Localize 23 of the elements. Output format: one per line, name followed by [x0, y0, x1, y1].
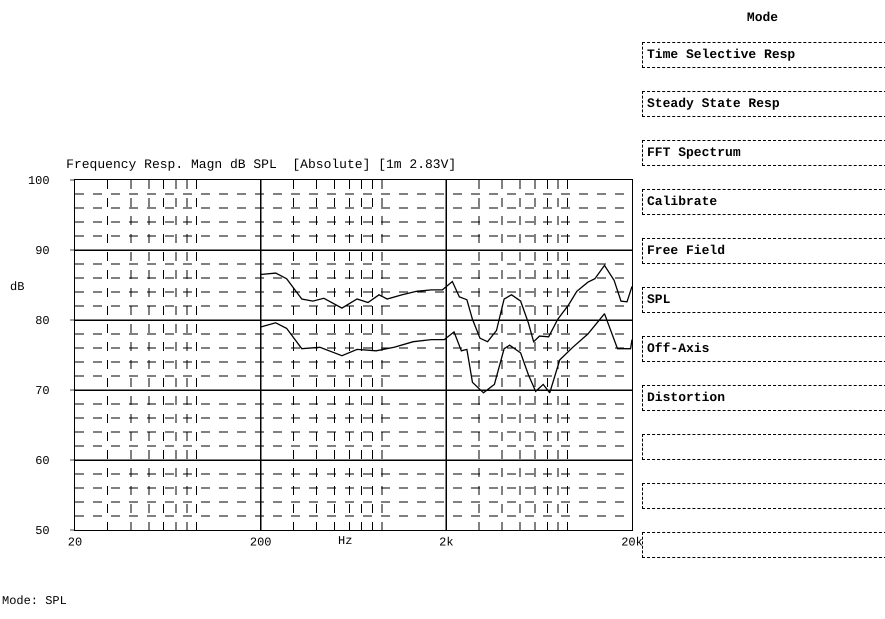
y-tick-label: 70 [35, 384, 50, 398]
y-tick-label: 80 [35, 314, 50, 328]
x-tick-label: 200 [250, 535, 272, 550]
x-tick-label: 20 [68, 535, 82, 550]
y-tick-label: 50 [35, 524, 50, 538]
mode-button: Steady State Resp [642, 91, 885, 117]
text: Mode: SPL [2, 594, 67, 608]
mode-button: Free Field [642, 238, 885, 264]
chart-title: Frequency Resp. Magn dB SPL [Absolute] [1m 2.83V] [66, 157, 456, 172]
x-tick-label: 20k [621, 535, 643, 550]
mode-button: Calibrate [642, 189, 885, 215]
mode-button: FFT Spectrum [642, 140, 885, 166]
x-tick-label: 2k [439, 535, 454, 550]
mode-button: Time Selective Resp [642, 42, 885, 68]
y-tick-label: 90 [35, 244, 50, 258]
y-axis-title: dB [10, 280, 24, 294]
y-tick-label: 60 [35, 454, 50, 468]
mode-button: Distortion [642, 385, 885, 411]
y-tick-label: 100 [28, 174, 50, 188]
mode-button: Off-Axis [642, 336, 885, 362]
x-axis-title: Hz [338, 534, 352, 548]
text: Mode [746, 10, 780, 25]
mode-button: SPL [642, 287, 885, 313]
